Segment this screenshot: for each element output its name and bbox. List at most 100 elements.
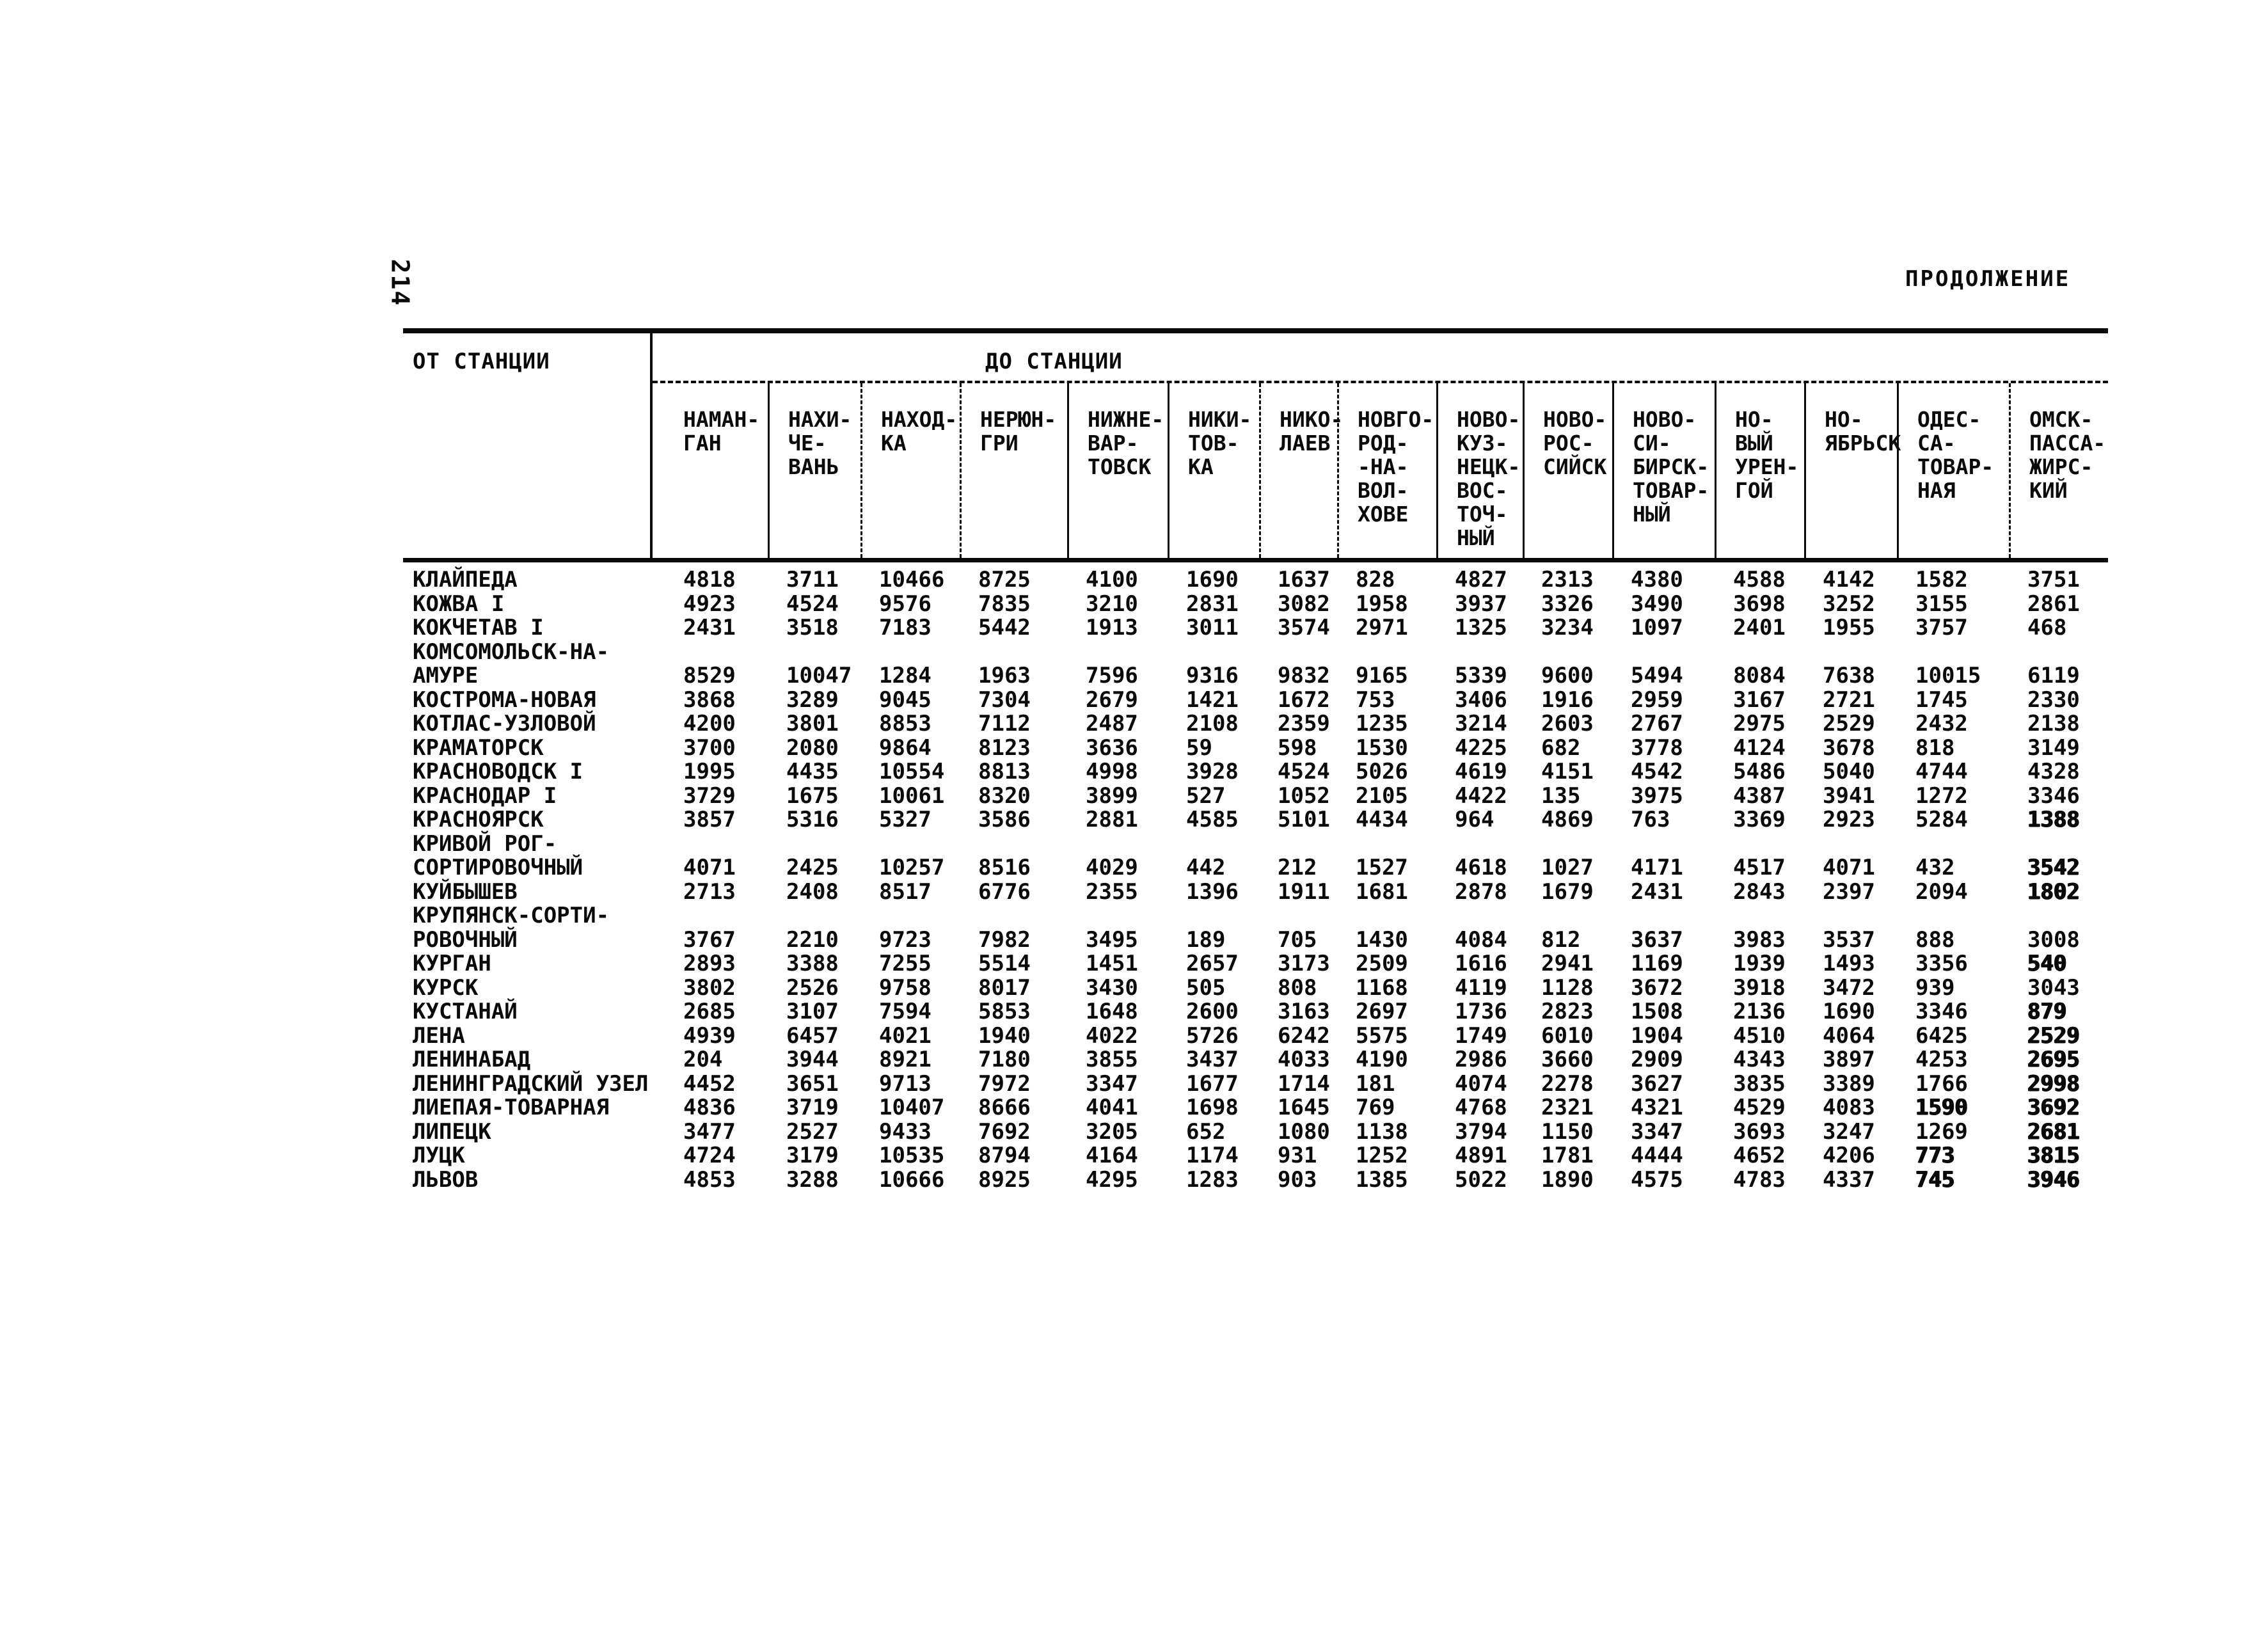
distance-value: 10466: [879, 567, 945, 592]
distance-value: 8517: [879, 878, 931, 905]
distance-value: 3288: [786, 1166, 839, 1193]
distance-value: 10047: [786, 663, 852, 688]
distance-value: 1802: [2027, 878, 2080, 905]
distance-value: 1781: [1541, 1143, 1594, 1168]
distance-value: 2401: [1733, 615, 1786, 640]
distance-value: 204: [683, 1047, 723, 1072]
station-row-label: КОЖВА I: [413, 591, 505, 617]
distance-value: 3693: [1733, 1118, 1786, 1145]
distance-value: 3944: [786, 1047, 839, 1072]
distance-value: 2603: [1541, 711, 1594, 736]
distance-value: 3586: [978, 807, 1031, 832]
distance-value: 3346: [2027, 782, 2080, 809]
distance-value: 8123: [978, 735, 1031, 761]
distance-value: 2767: [1631, 711, 1683, 736]
distance-value: 3389: [1823, 1070, 1875, 1097]
distance-value: 2527: [786, 1118, 839, 1145]
distance-value: 7255: [879, 951, 931, 976]
distance-value: 3234: [1541, 615, 1594, 640]
distance-value: 4619: [1455, 759, 1507, 784]
distance-value: 3946: [2027, 1166, 2080, 1193]
distance-value: 4891: [1455, 1143, 1507, 1168]
column-header: НАХОД- КА: [860, 383, 960, 558]
distance-value: 4337: [1823, 1166, 1875, 1193]
distance-value: 3700: [683, 735, 736, 761]
table-row: КУСТАНАЙ 2685 3107 7594 5853 1648 2600 3163 2697…: [403, 999, 2108, 1024]
distance-value: 5284: [1915, 807, 1968, 832]
distance-value: 5486: [1733, 759, 1786, 784]
distance-value: 2861: [2027, 591, 2080, 617]
distance-value: 2971: [1356, 615, 1408, 640]
distance-value: 4452: [683, 1070, 736, 1097]
distance-value: 468: [2027, 615, 2067, 640]
distance-value: 3868: [683, 687, 736, 713]
column-header: НИЖНЕ- ВАР- ТОВСК: [1067, 383, 1168, 558]
column-header: НОВГО- РОД- -НА- ВОЛ- ХОВЕ: [1337, 383, 1436, 558]
distance-value: 10257: [879, 855, 945, 880]
distance-value: 4652: [1733, 1143, 1786, 1168]
distance-value: 2697: [1356, 999, 1408, 1024]
distance-value: 8794: [978, 1143, 1031, 1168]
distance-value: 432: [1915, 855, 1955, 880]
distance-value: 6776: [978, 878, 1031, 905]
distance-value: 4074: [1455, 1070, 1507, 1097]
distance-value: 59: [1186, 735, 1212, 761]
distance-value: 1675: [786, 782, 839, 809]
distance-value: 9433: [879, 1118, 931, 1145]
distance-value: 8921: [879, 1047, 931, 1072]
distance-value: 2679: [1086, 687, 1138, 713]
table-row: КОМСОМОЛЬСК-НА-: [403, 640, 2108, 665]
distance-value: 4434: [1356, 807, 1408, 832]
distance-value: 939: [1915, 974, 1955, 1001]
distance-value: 4328: [2027, 759, 2080, 784]
distance-value: 2526: [786, 974, 839, 1001]
distance-value: 2487: [1086, 711, 1138, 736]
distance-value: 3815: [2027, 1143, 2080, 1168]
distance-value: 812: [1541, 926, 1581, 953]
distance-value: 4295: [1086, 1166, 1138, 1193]
table-row: ЛЕНИНГРАДСКИЙ УЗЕЛ 4452 3651 9713 7972 3347 16…: [403, 1072, 2108, 1097]
distance-value: 2408: [786, 878, 839, 905]
distance-value: 3855: [1086, 1047, 1138, 1072]
table-top-rule: [403, 328, 2108, 333]
distance-value: 4444: [1631, 1143, 1683, 1168]
distance-value: 8017: [978, 974, 1031, 1001]
distance-value: 1235: [1356, 711, 1408, 736]
distance-value: 3247: [1823, 1118, 1875, 1145]
distance-value: 3637: [1631, 926, 1683, 953]
distance-value: 9713: [879, 1070, 931, 1097]
distance-value: 4321: [1631, 1095, 1683, 1120]
distance-value: 1645: [1278, 1095, 1330, 1120]
distance-value: 8925: [978, 1166, 1031, 1193]
distance-value: 3941: [1823, 782, 1875, 809]
station-row-label: ЛЕНИНГРАДСКИЙ УЗЕЛ: [413, 1070, 649, 1097]
distance-value: 5026: [1356, 759, 1408, 784]
station-row-label: КУРГАН: [413, 951, 491, 976]
distance-value: 705: [1278, 926, 1317, 953]
distance-value: 3757: [1915, 615, 1968, 640]
distance-value: 4083: [1823, 1095, 1875, 1120]
distance-value: 3983: [1733, 926, 1786, 953]
distance-value: 4517: [1733, 855, 1786, 880]
distance-value: 1052: [1278, 782, 1330, 809]
distance-value: 1766: [1915, 1070, 1968, 1097]
distance-value: 3518: [786, 615, 839, 640]
distance-value: 4021: [879, 1022, 931, 1049]
distance-value: 3205: [1086, 1118, 1138, 1145]
distance-value: 1174: [1186, 1143, 1239, 1168]
table-row: СОРТИРОВОЧНЫЙ 4071 2425 10257 8516 4029 442 212…: [403, 855, 2108, 880]
distance-value: 4100: [1086, 567, 1138, 592]
distance-value: 763: [1631, 807, 1670, 832]
distance-value: 1958: [1356, 591, 1408, 617]
from-station-header: ОТ СТАНЦИИ: [403, 333, 653, 381]
station-row-label: КУЙБЫШЕВ: [413, 878, 518, 905]
distance-value: 1679: [1541, 878, 1594, 905]
distance-value: 2431: [1631, 878, 1683, 905]
distance-value: 2959: [1631, 687, 1683, 713]
distance-value: 9165: [1356, 663, 1408, 688]
distance-value: 1451: [1086, 951, 1138, 976]
distance-value: 3672: [1631, 974, 1683, 1001]
station-row-label: РОВОЧНЫЙ: [413, 926, 518, 953]
distance-value: 1590: [1915, 1095, 1968, 1120]
distance-value: 5575: [1356, 1022, 1408, 1049]
